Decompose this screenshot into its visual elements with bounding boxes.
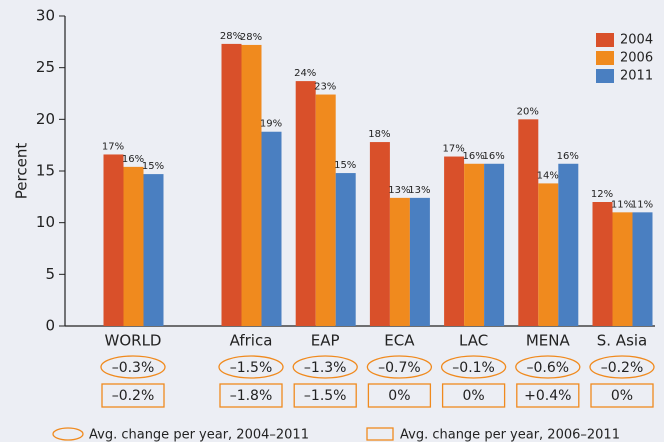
- bar: [558, 163, 579, 326]
- change-2006-2011: –1.8%: [230, 388, 273, 404]
- change-ellipse: [515, 355, 581, 379]
- value-label: 19%: [260, 119, 282, 130]
- change-box: [516, 383, 580, 408]
- y-tick-label: 10: [36, 213, 55, 231]
- x-tick-label: WORLD: [105, 332, 162, 350]
- bar: [123, 166, 144, 326]
- x-tick-label: EAP: [311, 332, 340, 350]
- change-2006-2011: 0%: [388, 388, 410, 404]
- bar: [369, 142, 390, 326]
- legend-box: [366, 427, 394, 441]
- change-2006-2011: –1.5%: [304, 388, 347, 404]
- legend-change-2004-2011: Avg. change per year, 2004–2011: [89, 428, 309, 442]
- value-label: 28%: [220, 31, 242, 42]
- change-2004-2011: –0.1%: [452, 360, 495, 376]
- value-label: 16%: [557, 151, 579, 162]
- change-ellipse: [589, 355, 655, 379]
- change-ellipse: [366, 355, 433, 379]
- x-tick-label: Africa: [230, 332, 273, 350]
- y-tick-label: 5: [45, 265, 55, 283]
- value-label: 17%: [442, 144, 464, 155]
- value-label: 14%: [537, 170, 559, 181]
- change-box: [367, 383, 432, 408]
- change-box: [293, 383, 357, 408]
- bar: [632, 212, 653, 326]
- value-label: 11%: [631, 199, 653, 210]
- value-label: 13%: [408, 185, 430, 196]
- legend-label: 2006: [620, 51, 653, 66]
- value-label: 15%: [142, 161, 164, 172]
- change-2006-2011: 0%: [462, 388, 484, 404]
- bar: [612, 212, 633, 326]
- value-label: 15%: [334, 160, 356, 171]
- value-label: 16%: [462, 151, 484, 162]
- change-2006-2011: –0.2%: [112, 388, 155, 404]
- value-label: 28%: [240, 32, 262, 43]
- change-2004-2011: –1.5%: [230, 360, 273, 376]
- y-tick-label: 15: [36, 162, 55, 180]
- value-label: 13%: [388, 185, 410, 196]
- x-tick-label: ECA: [384, 332, 415, 350]
- change-box: [441, 383, 506, 408]
- value-label: 20%: [517, 106, 539, 117]
- bar: [335, 173, 356, 326]
- bar: [295, 81, 316, 326]
- bar: [444, 156, 465, 326]
- change-2004-2011: –1.3%: [304, 360, 347, 376]
- legend-swatch: [596, 51, 614, 65]
- value-label: 18%: [368, 129, 390, 140]
- value-label: 24%: [294, 68, 316, 79]
- value-label: 23%: [314, 82, 336, 93]
- bar: [518, 119, 539, 326]
- change-ellipse: [440, 355, 507, 379]
- bar: [464, 163, 485, 326]
- change-2006-2011: +0.4%: [524, 388, 571, 404]
- change-ellipse: [218, 355, 284, 379]
- change-2004-2011: –0.6%: [527, 360, 570, 376]
- legend-ellipse: [52, 427, 84, 441]
- y-axis-label: Percent: [13, 143, 31, 200]
- change-2004-2011: –0.2%: [601, 360, 644, 376]
- bar: [241, 44, 262, 326]
- change-ellipse: [292, 355, 358, 379]
- bar: [538, 183, 559, 326]
- x-tick-label: MENA: [526, 332, 571, 350]
- value-label: 16%: [482, 151, 504, 162]
- bar: [143, 174, 164, 326]
- change-2006-2011: 0%: [611, 388, 633, 404]
- y-tick-label: 0: [45, 317, 55, 335]
- legend-change-2006-2011: Avg. change per year, 2006–2011: [400, 428, 620, 442]
- y-tick-label: 25: [36, 58, 55, 76]
- value-label: 12%: [591, 189, 613, 200]
- change-box: [219, 383, 283, 408]
- value-label: 16%: [122, 154, 144, 165]
- bar: [484, 163, 505, 326]
- y-tick-label: 20: [36, 110, 55, 128]
- legend-label: 2011: [620, 69, 653, 84]
- bar: [592, 202, 613, 326]
- bar: [103, 154, 124, 326]
- legend-swatch: [596, 69, 614, 83]
- bar: [409, 197, 430, 326]
- value-label: 11%: [611, 199, 633, 210]
- change-box: [101, 383, 165, 408]
- legend-label: 2004: [620, 33, 653, 48]
- bar: [315, 94, 336, 327]
- bar: [261, 131, 282, 326]
- bar: [221, 43, 242, 327]
- y-tick-label: 30: [36, 7, 55, 25]
- x-tick-label: S. Asia: [597, 332, 648, 350]
- change-box: [590, 383, 654, 408]
- change-2004-2011: –0.3%: [112, 360, 155, 376]
- legend-swatch: [596, 33, 614, 47]
- value-label: 17%: [102, 141, 124, 152]
- bar: [389, 197, 410, 326]
- change-ellipse: [100, 355, 166, 379]
- change-2004-2011: –0.7%: [378, 360, 421, 376]
- x-tick-label: LAC: [459, 332, 488, 350]
